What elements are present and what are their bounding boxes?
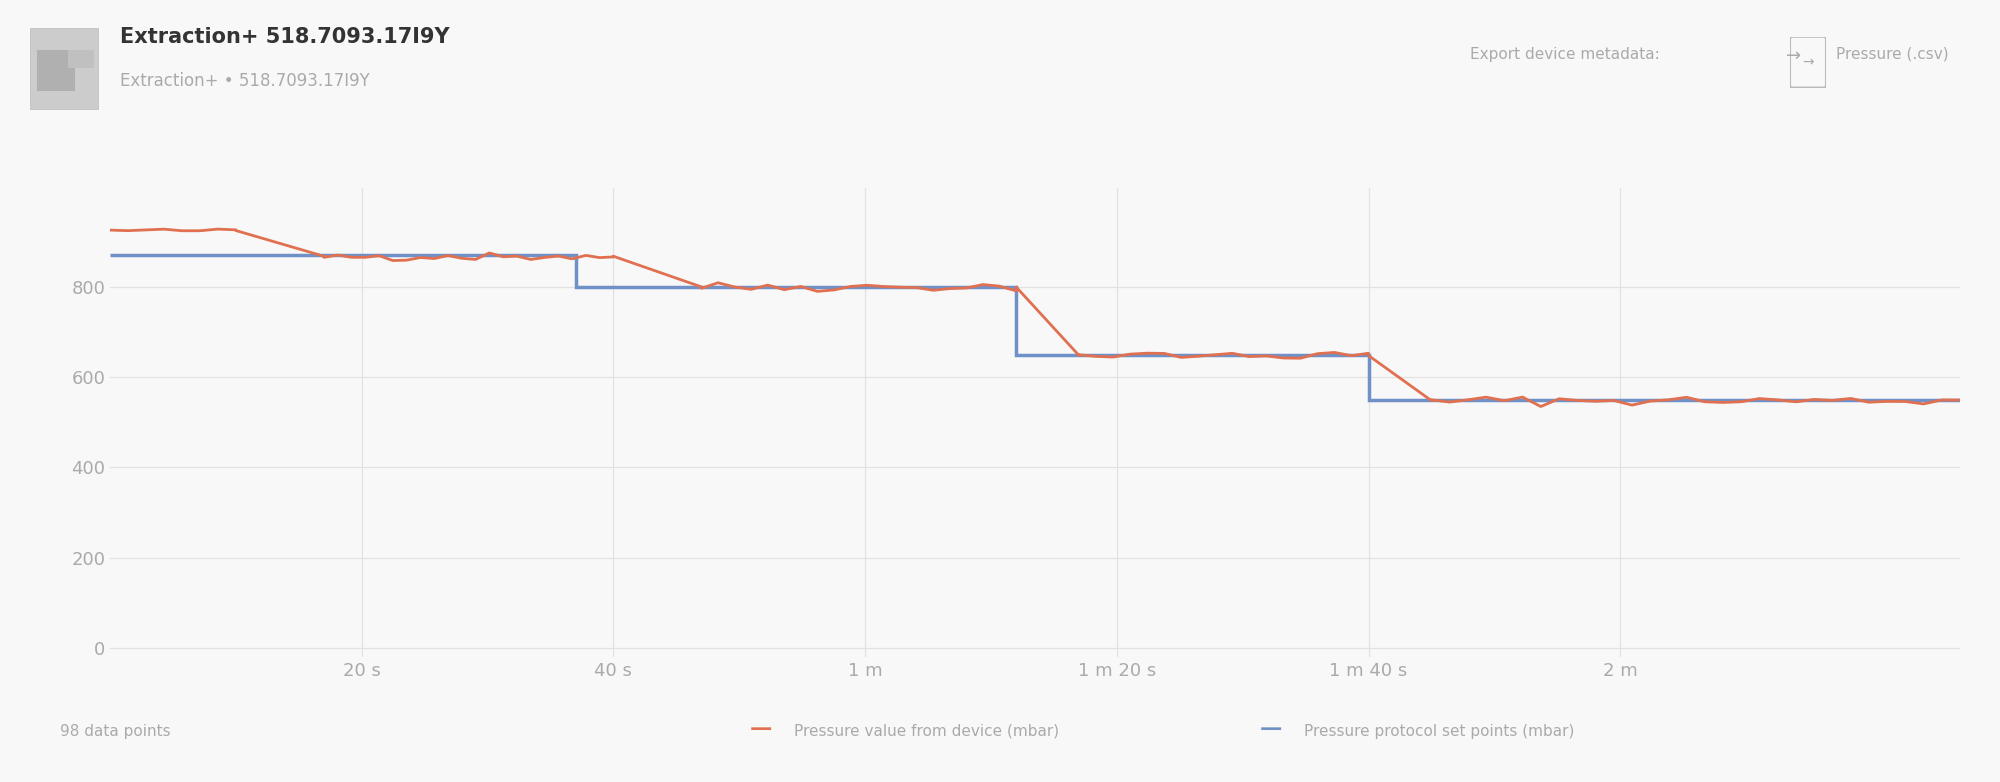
Text: →: →	[1802, 56, 1814, 69]
Text: —: —	[1260, 719, 1282, 739]
Text: Extraction+ • 518.7093.17I9Y: Extraction+ • 518.7093.17I9Y	[120, 72, 370, 90]
Text: Pressure protocol set points (mbar): Pressure protocol set points (mbar)	[1304, 724, 1574, 739]
Text: Pressure value from device (mbar): Pressure value from device (mbar)	[794, 724, 1060, 739]
Text: Extraction+ 518.7093.17I9Y: Extraction+ 518.7093.17I9Y	[120, 27, 450, 48]
Text: →: →	[1786, 47, 1802, 65]
Text: —: —	[750, 719, 772, 739]
Text: Export device metadata:: Export device metadata:	[1470, 47, 1660, 62]
Bar	[68, 50, 94, 68]
Text: Pressure (.csv): Pressure (.csv)	[1836, 47, 1948, 62]
Text: 98 data points: 98 data points	[60, 724, 170, 739]
Bar	[38, 50, 76, 91]
